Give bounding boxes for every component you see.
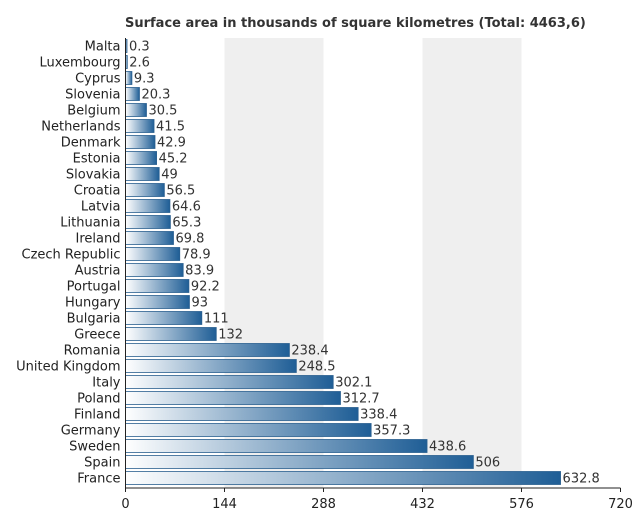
data-label: 45.2 bbox=[159, 152, 188, 167]
x-tick-label: 576 bbox=[509, 497, 534, 512]
data-label: 357.3 bbox=[373, 424, 410, 439]
bar bbox=[125, 119, 155, 133]
category-label: Latvia bbox=[81, 200, 121, 215]
data-label: 41.5 bbox=[156, 120, 185, 135]
data-label: 248.5 bbox=[298, 360, 335, 375]
category-label: Cyprus bbox=[75, 72, 121, 87]
category-label: Romania bbox=[64, 344, 121, 359]
category-label: Bulgaria bbox=[67, 312, 121, 327]
bar bbox=[125, 279, 190, 293]
data-label: 132 bbox=[218, 328, 243, 343]
bar bbox=[125, 455, 474, 469]
data-label: 30.5 bbox=[148, 104, 177, 119]
x-tick-label: 0 bbox=[121, 497, 129, 512]
data-label: 69.8 bbox=[175, 232, 204, 247]
category-label: Lithuania bbox=[60, 216, 120, 231]
bar bbox=[125, 439, 428, 453]
tick-labels: 0 144 288 432 576 720 bbox=[121, 488, 633, 512]
data-label: 632.8 bbox=[563, 472, 600, 487]
category-label: Austria bbox=[75, 264, 121, 279]
bar bbox=[125, 311, 203, 325]
bars bbox=[125, 39, 561, 485]
data-label: 312.7 bbox=[342, 392, 379, 407]
data-label: 111 bbox=[204, 312, 229, 327]
bar bbox=[125, 199, 171, 213]
chart-title: Surface area in thousands of square kilo… bbox=[125, 16, 586, 31]
category-label: Ireland bbox=[76, 232, 121, 247]
bar bbox=[125, 231, 174, 245]
data-label: 338.4 bbox=[360, 408, 397, 423]
bar bbox=[125, 103, 147, 117]
bar bbox=[125, 247, 181, 261]
category-label: Croatia bbox=[74, 184, 121, 199]
category-label: Italy bbox=[92, 376, 121, 391]
data-label: 64.6 bbox=[172, 200, 201, 215]
data-label: 438.6 bbox=[429, 440, 466, 455]
category-label: United Kingdom bbox=[16, 360, 120, 375]
data-label: 2.6 bbox=[129, 56, 150, 71]
data-label: 49 bbox=[161, 168, 178, 183]
x-tick-label: 720 bbox=[608, 497, 633, 512]
data-label: 83.9 bbox=[185, 264, 214, 279]
data-label: 9.3 bbox=[134, 72, 155, 87]
category-label: Netherlands bbox=[41, 120, 120, 135]
category-label: Germany bbox=[61, 424, 121, 439]
bar bbox=[125, 407, 359, 421]
x-tick-label: 432 bbox=[410, 497, 435, 512]
bar bbox=[125, 343, 290, 357]
category-label: Czech Republic bbox=[22, 248, 121, 263]
x-tick-label: 288 bbox=[311, 497, 336, 512]
data-label: 56.5 bbox=[166, 184, 195, 199]
data-label: 92.2 bbox=[191, 280, 220, 295]
category-label: Slovenia bbox=[65, 88, 120, 103]
category-label: Hungary bbox=[65, 296, 121, 311]
bar bbox=[125, 215, 171, 229]
category-label: France bbox=[77, 472, 120, 487]
bar bbox=[125, 87, 140, 101]
data-label: 42.9 bbox=[157, 136, 186, 151]
bar bbox=[125, 471, 561, 485]
bar bbox=[125, 71, 133, 85]
bar bbox=[125, 375, 334, 389]
category-labels: MaltaLuxembourgCyprusSloveniaBelgiumNeth… bbox=[16, 40, 121, 487]
data-label: 506 bbox=[475, 456, 500, 471]
x-tick-label: 144 bbox=[212, 497, 237, 512]
data-label: 0.3 bbox=[129, 40, 150, 55]
bar bbox=[125, 167, 160, 181]
category-label: Denmark bbox=[61, 136, 121, 151]
value-labels: 0.32.69.320.330.541.542.945.24956.564.66… bbox=[129, 40, 600, 487]
category-label: Greece bbox=[74, 328, 120, 343]
data-label: 302.1 bbox=[335, 376, 372, 391]
category-label: Estonia bbox=[73, 152, 121, 167]
category-label: Poland bbox=[77, 392, 120, 407]
category-label: Finland bbox=[74, 408, 120, 423]
data-label: 20.3 bbox=[141, 88, 170, 103]
data-label: 93 bbox=[191, 296, 208, 311]
category-label: Spain bbox=[84, 456, 120, 471]
bar bbox=[125, 183, 165, 197]
bar bbox=[125, 295, 190, 309]
category-label: Sweden bbox=[69, 440, 120, 455]
data-label: 238.4 bbox=[291, 344, 328, 359]
category-label: Slovakia bbox=[66, 168, 121, 183]
category-label: Malta bbox=[85, 40, 121, 55]
category-label: Portugal bbox=[67, 280, 121, 295]
bar bbox=[125, 151, 157, 165]
bar bbox=[125, 391, 341, 405]
data-label: 78.9 bbox=[182, 248, 211, 263]
bar bbox=[125, 327, 217, 341]
category-label: Luxembourg bbox=[39, 56, 120, 71]
bar bbox=[125, 359, 297, 373]
grid-band bbox=[422, 38, 522, 488]
data-label: 65.3 bbox=[172, 216, 201, 231]
category-label: Belgium bbox=[67, 104, 120, 119]
bar bbox=[125, 263, 184, 277]
bar bbox=[125, 423, 372, 437]
axes bbox=[125, 38, 621, 489]
bar bbox=[125, 135, 156, 149]
